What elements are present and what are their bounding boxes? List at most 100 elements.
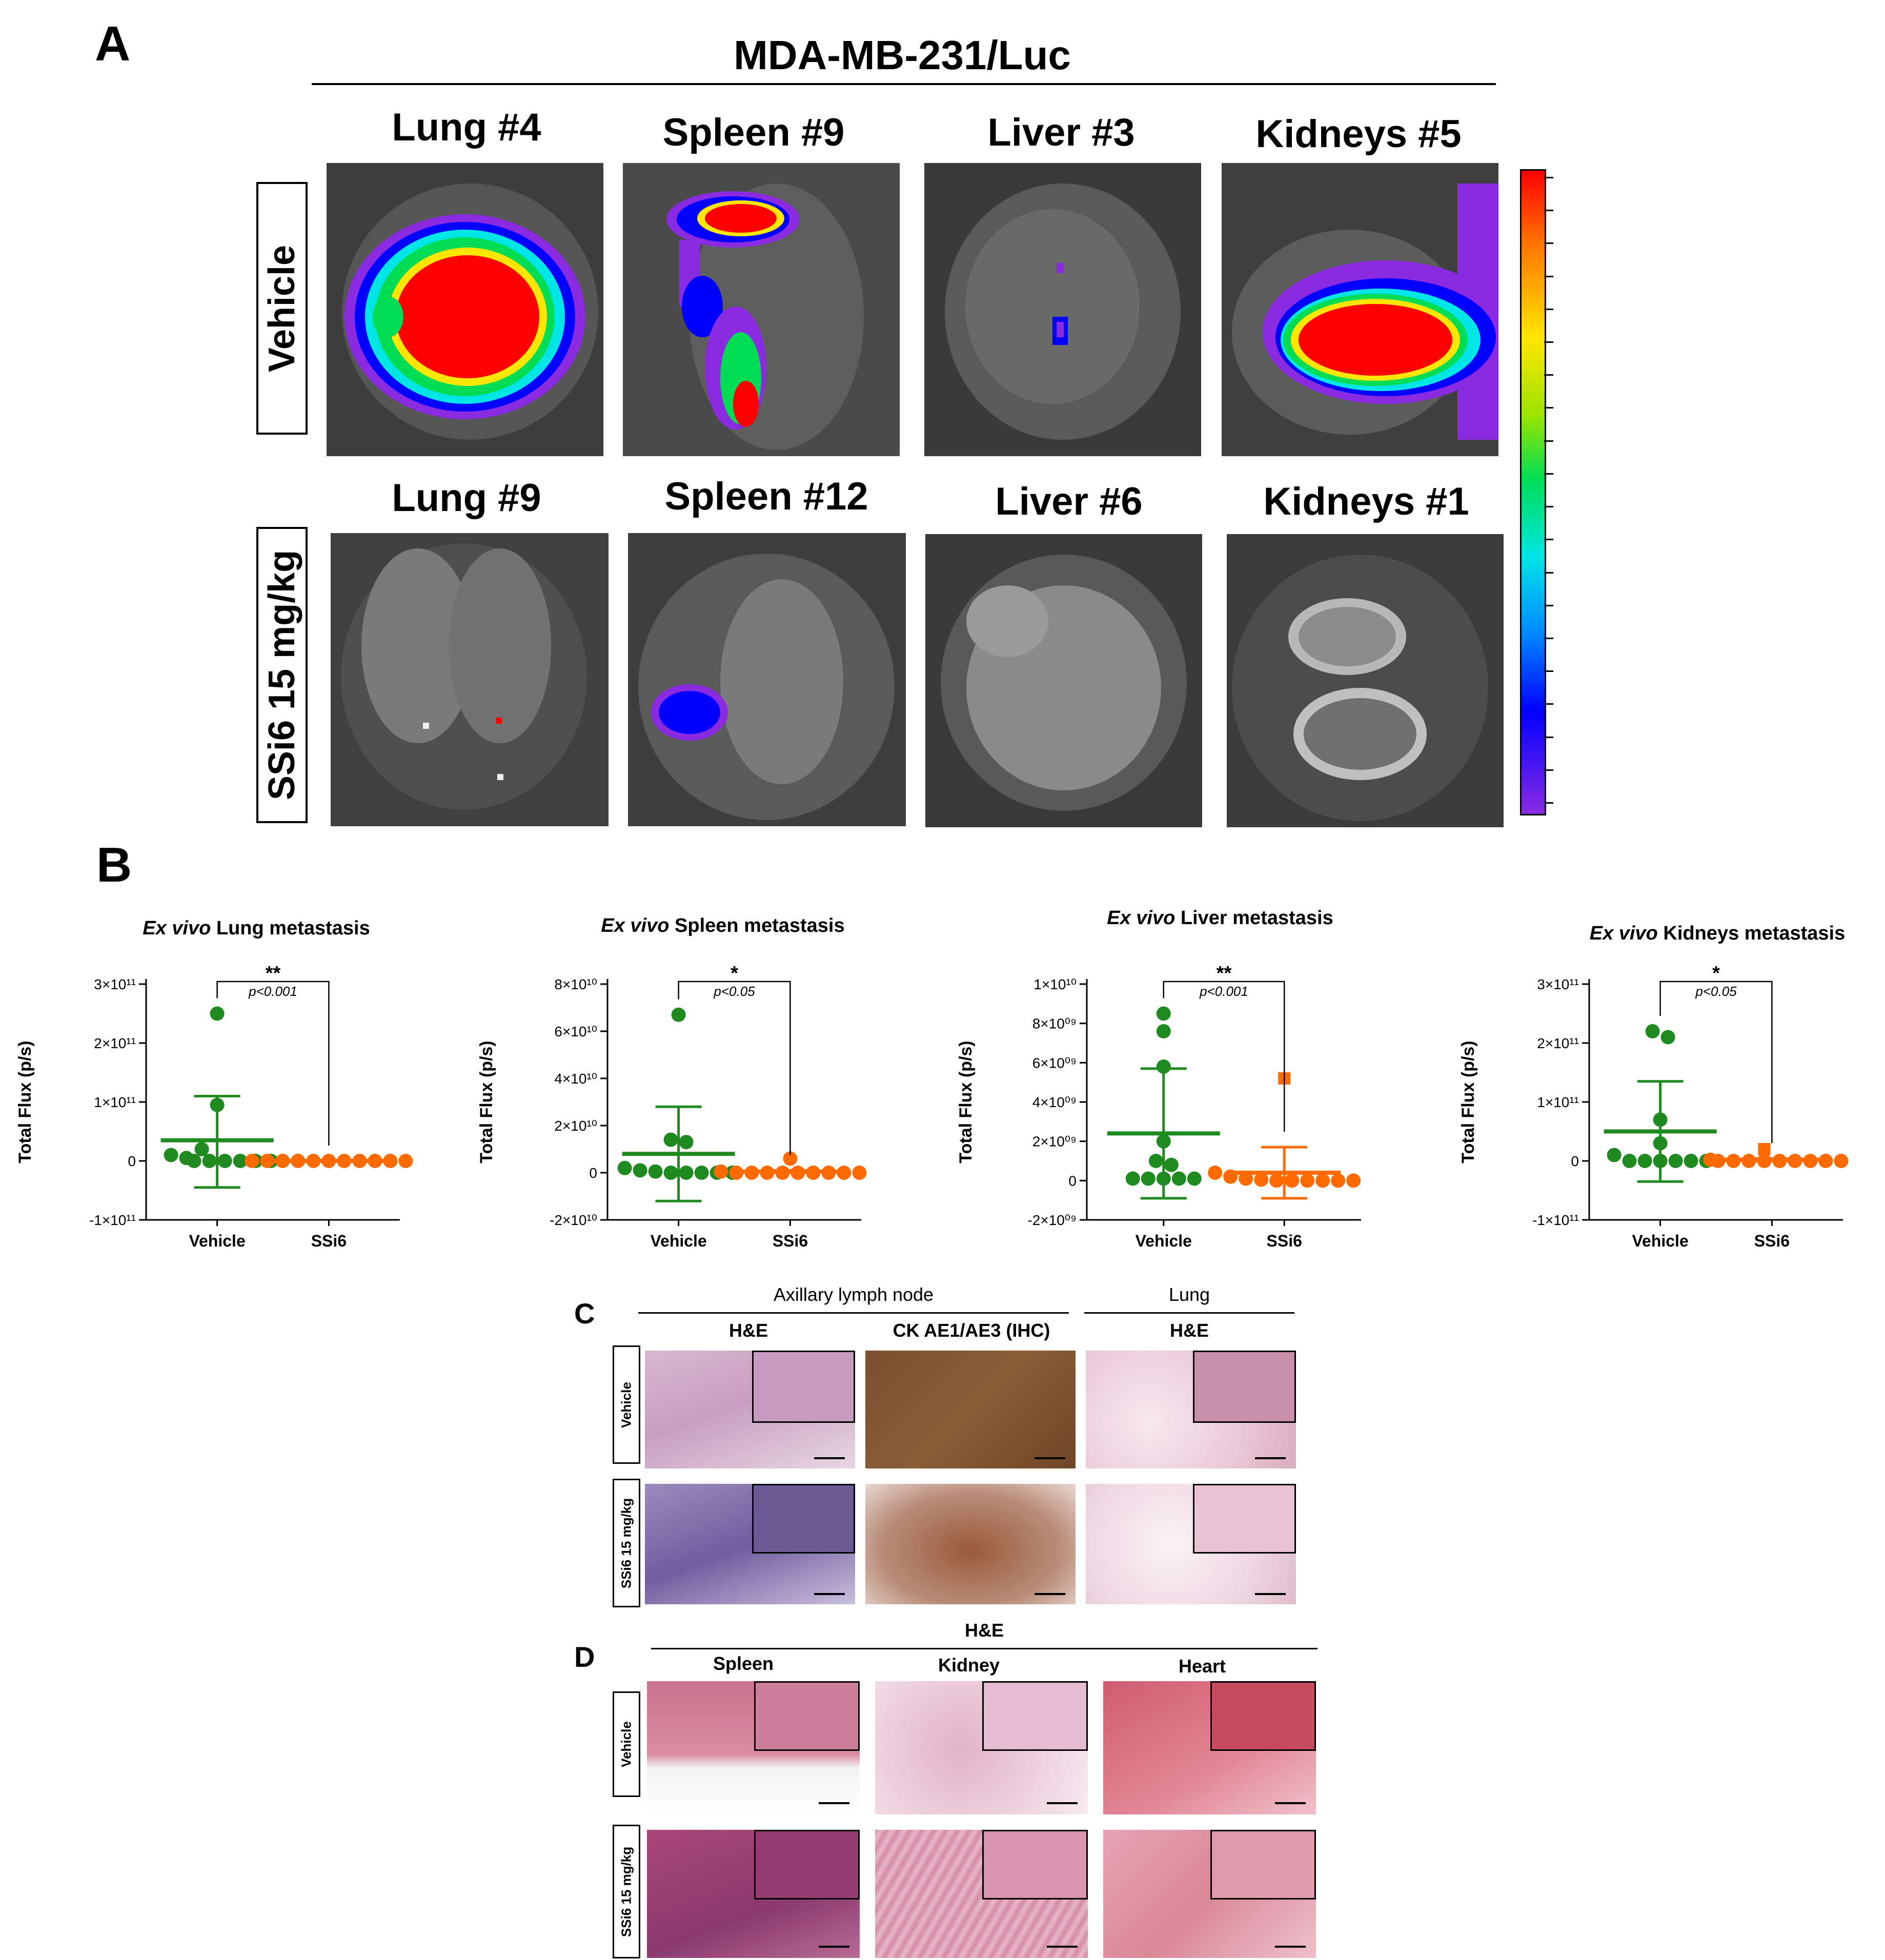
x-category-label: SSi6 <box>1754 1232 1790 1250</box>
c-ssi6-ck-ihc <box>865 1484 1076 1604</box>
d-vehicle-heart <box>1103 1681 1316 1814</box>
y-axis-label: Total Flux (p/s) <box>956 1040 976 1163</box>
y-axis-label: Total Flux (p/s) <box>1458 1040 1478 1163</box>
data-point <box>1637 1154 1652 1168</box>
scatter-plot-svg: Total Flux (p/s) 3×10¹¹ 2×10¹¹ 1×10¹¹ 0 -1×10… <box>1458 963 1849 1250</box>
colorbar-tick <box>1544 604 1553 606</box>
data-point <box>164 1148 178 1162</box>
bli-image-kidneys-1 <box>1227 534 1504 827</box>
data-point <box>663 1132 678 1147</box>
y-tick-label: -2×10¹⁰ <box>550 1212 597 1228</box>
d-col-heart: Heart <box>1178 1656 1226 1677</box>
data-point <box>217 1154 232 1168</box>
colorbar-tick <box>1544 177 1553 178</box>
data-point <box>1254 1172 1269 1187</box>
col-he-lung: H&E <box>1169 1320 1209 1341</box>
bli-image-liver-6 <box>925 534 1202 827</box>
colorbar-tick <box>1544 802 1553 804</box>
colorbar-tick <box>1544 407 1553 409</box>
row-label-vehicle: Vehicle <box>256 182 308 435</box>
d-group-he: H&E <box>964 1620 1004 1641</box>
c-ssi6-he-lymph-inset <box>752 1484 855 1554</box>
y-tick-label: 0 <box>128 1153 136 1169</box>
chart-liver: Total Flux (p/s) 1×10¹⁰ 8×10⁰⁹ 6×10⁰⁹ 4×10⁰⁹… <box>951 963 1392 1261</box>
chart-spleen: Total Flux (p/s) 8×10¹⁰ 6×10¹⁰ 4×10¹⁰ 2×10¹⁰… <box>472 963 892 1261</box>
y-tick-label: 0 <box>1068 1173 1077 1189</box>
scale-bar <box>819 1946 849 1948</box>
colorbar-tick <box>1544 473 1553 475</box>
y-tick-label: 8×10¹⁰ <box>554 976 597 992</box>
data-point <box>1156 1024 1171 1038</box>
data-point <box>1346 1173 1361 1188</box>
scale-bar <box>1035 1457 1065 1459</box>
scale-bar <box>1047 1802 1078 1804</box>
x-category-label: Vehicle <box>1136 1232 1192 1250</box>
col-he-lymph: H&E <box>728 1320 768 1341</box>
x-category-label: Vehicle <box>189 1232 245 1250</box>
row-label-ssi6: SSi6 15 mg/kg <box>256 527 308 823</box>
colorbar-tick <box>1544 341 1553 343</box>
c-vehicle-he-lymph <box>645 1351 855 1468</box>
group-axillary-rule <box>638 1312 1069 1314</box>
x-category-label: Vehicle <box>1632 1232 1688 1250</box>
data-point <box>679 1166 694 1180</box>
group-lung-rule <box>1084 1312 1294 1314</box>
d-row-label-vehicle: Vehicle <box>613 1691 640 1797</box>
organ-title-liver-6: Liver #6 <box>995 480 1143 523</box>
chart-lung: Total Flux (p/s) 3×10¹¹ 2×10¹¹ 1×10¹¹ 0 -1×10… <box>10 963 431 1261</box>
scatter-plot-svg: Total Flux (p/s) 1×10¹⁰ 8×10⁰⁹ 6×10⁰⁹ 4×10⁰⁹… <box>956 963 1361 1250</box>
data-point <box>714 1164 728 1179</box>
d-col-spleen: Spleen <box>713 1653 774 1674</box>
cell-line-title: MDA-MB-231/Luc <box>734 32 1071 78</box>
data-point <box>1684 1154 1698 1168</box>
data-point <box>1164 1157 1179 1172</box>
data-point <box>1125 1171 1140 1186</box>
data-point <box>1660 1030 1675 1045</box>
data-point <box>1156 1059 1171 1074</box>
data-point <box>187 1154 201 1168</box>
significance-bracket <box>1163 981 1285 1132</box>
scale-bar <box>819 1802 849 1804</box>
significance-bracket <box>1659 981 1773 1144</box>
data-point <box>1141 1171 1156 1186</box>
data-point <box>671 1007 686 1022</box>
y-tick-label: -1×10¹¹ <box>1532 1212 1579 1228</box>
data-point <box>663 1166 678 1180</box>
group-lung: Lung <box>1168 1284 1210 1305</box>
d-vehicle-kidney <box>875 1681 1088 1814</box>
data-point <box>633 1163 647 1178</box>
data-point <box>679 1135 694 1150</box>
data-point <box>1653 1136 1668 1151</box>
y-tick-label: 3×10¹¹ <box>94 976 136 992</box>
d-ssi6-spleen-inset <box>754 1830 860 1900</box>
colorbar-tick <box>1544 703 1553 705</box>
d-vehicle-heart-inset <box>1210 1681 1316 1751</box>
c-ssi6-he-lymph <box>645 1484 855 1604</box>
c-vehicle-he-lung-inset <box>1193 1351 1296 1423</box>
data-point <box>648 1164 663 1179</box>
c-ssi6-he-lung <box>1086 1484 1296 1604</box>
panel-d-letter: D <box>574 1641 595 1673</box>
c-vehicle-he-lung <box>1086 1351 1296 1468</box>
d-ssi6-kidney <box>875 1830 1088 1958</box>
data-point <box>1607 1148 1621 1162</box>
organ-title-kidneys-1: Kidneys #1 <box>1263 480 1469 523</box>
x-category-label: SSi6 <box>1267 1232 1302 1250</box>
y-tick-label: 0 <box>1571 1153 1579 1169</box>
data-point <box>1148 1154 1163 1168</box>
colorbar-tick <box>1544 571 1553 574</box>
data-point <box>1653 1112 1668 1127</box>
data-point <box>233 1154 248 1168</box>
y-tick-label: 1×10¹¹ <box>94 1094 136 1110</box>
x-category-label: SSi6 <box>773 1232 808 1250</box>
data-point <box>1645 1024 1660 1038</box>
data-point <box>1171 1171 1186 1186</box>
c-row-label-vehicle: Vehicle <box>613 1345 640 1464</box>
c-row-label-ssi6: SSi6 15 mg/kg <box>613 1479 640 1607</box>
scale-bar <box>814 1593 845 1595</box>
significance-bracket <box>216 981 330 1146</box>
chart-title-lung: Ex vivo Lung metastasis <box>143 917 370 939</box>
data-point <box>210 1006 225 1021</box>
y-tick-label: 4×10¹⁰ <box>554 1071 597 1087</box>
d-ssi6-kidney-inset <box>982 1830 1088 1900</box>
